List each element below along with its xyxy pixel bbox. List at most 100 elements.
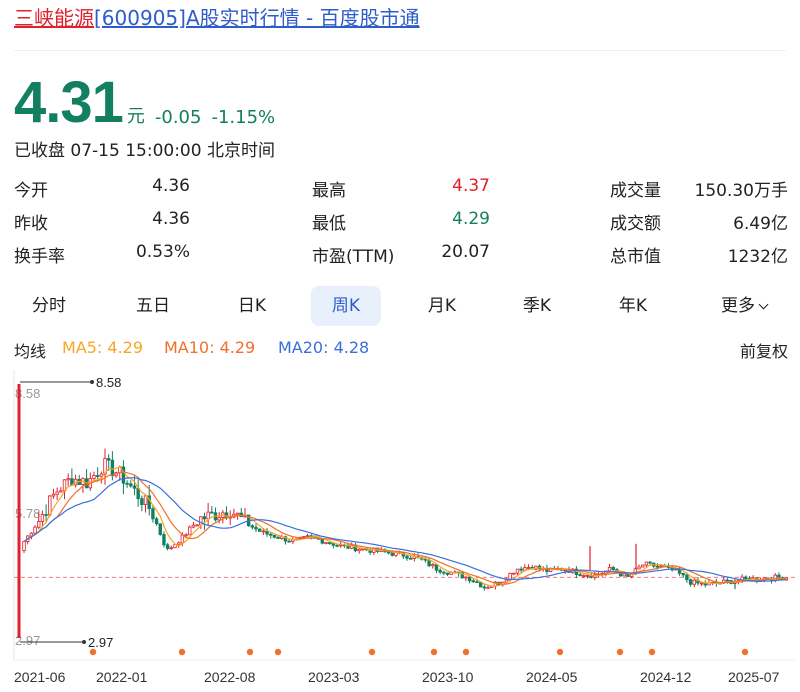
market-status: 已收盘 07-15 15:00:00 北京时间: [14, 141, 275, 161]
candle-body: [129, 483, 133, 487]
candle-body: [637, 566, 641, 570]
x-tick-label: 2023-10: [422, 669, 474, 685]
market-cap-label: 总市值: [610, 247, 661, 267]
tab-quarterly-k[interactable]: 季K: [522, 296, 552, 316]
candle-body: [423, 558, 428, 561]
high-value: 4.37: [452, 176, 490, 196]
candle-body: [261, 530, 266, 533]
event-marker: [246, 648, 254, 656]
tab-more-label: 更多: [721, 296, 755, 316]
event-marker: [616, 648, 624, 656]
candle-body: [107, 458, 111, 461]
spike-candle-body: [17, 384, 21, 638]
tab-weekly-k[interactable]: 周K: [311, 286, 381, 326]
title-rest[interactable]: [600905]A股实时行情 - 百度股市通: [94, 6, 420, 30]
candle-body: [390, 552, 394, 556]
open-value: 4.36: [152, 176, 190, 196]
current-price: 4.31: [14, 70, 124, 135]
event-marker: [89, 648, 97, 656]
candle-body: [515, 568, 520, 574]
adjust-toggle[interactable]: 前复权: [739, 342, 788, 361]
candle-body: [55, 491, 59, 495]
candle-body: [40, 514, 45, 522]
candle-body: [180, 534, 185, 544]
candle-body: [648, 561, 652, 564]
kline-chart[interactable]: 8.58 5.78 2.97 8.58 2.97 2021-06 2022-01 2022-0…: [0, 370, 800, 692]
pe-label: 市盈(TTM): [312, 247, 395, 267]
candle-body: [475, 581, 479, 584]
ma-label[interactable]: 均线: [14, 342, 47, 361]
candle-body: [165, 544, 170, 549]
title-divider: [14, 50, 786, 51]
candle-body: [37, 521, 41, 528]
period-tabs: 分时 五日 日K 周K 月K 季K 年K 更多: [14, 286, 788, 326]
candle-body: [95, 475, 100, 477]
candle-body: [44, 514, 48, 516]
candle-body: [512, 572, 516, 575]
candle-body: [699, 582, 704, 585]
candle-body: [51, 493, 56, 497]
candle-body: [154, 518, 159, 525]
candle-body: [442, 571, 446, 574]
ma10-line: [23, 471, 787, 585]
turnover-amount-label: 成交额: [610, 214, 661, 234]
candle-body: [184, 534, 188, 537]
candle-body: [445, 572, 450, 575]
candle-body: [287, 540, 291, 543]
price-row: 4.31 元 -0.05 -1.15%: [14, 70, 275, 132]
candle-body: [320, 538, 324, 544]
candle-body: [22, 541, 26, 552]
tab-five-day[interactable]: 五日: [136, 296, 170, 316]
x-tick-label: 2022-01: [96, 669, 148, 685]
ma10-value: MA10: 4.29: [164, 338, 256, 357]
candle-body: [460, 572, 464, 579]
tab-intraday[interactable]: 分时: [32, 296, 66, 316]
event-marker: [741, 648, 749, 656]
page-title-link[interactable]: 三峡能源[600905]A股实时行情 - 百度股市通: [14, 4, 420, 32]
min-price-label: 2.97: [88, 635, 113, 650]
candle-body: [431, 564, 435, 567]
tab-monthly-k[interactable]: 月K: [427, 296, 457, 316]
candle-body: [582, 575, 586, 577]
candle-body: [622, 573, 626, 577]
candle-body: [254, 526, 258, 530]
high-label: 最高: [312, 181, 346, 201]
candle-body: [434, 564, 439, 571]
open-label: 今开: [14, 181, 48, 201]
pe-value: 20.07: [441, 242, 490, 262]
candle-body: [427, 559, 431, 567]
candle-body: [103, 458, 107, 475]
candle-body: [151, 508, 155, 520]
candle-body: [305, 535, 310, 538]
candle-body: [202, 516, 207, 520]
ma5-value: MA5: 4.29: [62, 338, 144, 357]
candle-body: [269, 533, 273, 536]
candle-body: [386, 551, 391, 554]
candle-body: [408, 557, 413, 560]
event-marker: [648, 648, 656, 656]
candle-body: [121, 466, 126, 484]
x-tick-label: 2025-07: [728, 669, 780, 685]
tab-yearly-k[interactable]: 年K: [618, 296, 648, 316]
candle-body: [327, 542, 332, 544]
x-tick-label: 2021-06: [14, 669, 66, 685]
volume-value: 150.30万手: [694, 181, 788, 201]
candle-body: [210, 511, 214, 514]
tab-more[interactable]: 更多: [700, 286, 788, 326]
event-marker: [368, 648, 376, 656]
candle-body: [335, 544, 339, 547]
event-marker: [274, 648, 282, 656]
candle-body: [486, 586, 490, 589]
event-marker: [556, 648, 564, 656]
turnover-rate-value: 0.53%: [135, 242, 190, 262]
stock-name[interactable]: 三峡能源: [14, 6, 94, 30]
candle-body: [272, 534, 277, 538]
stats-row-2: 昨收 4.36 最低 4.29 成交额 6.49亿: [14, 205, 788, 238]
tab-daily-k[interactable]: 日K: [237, 296, 267, 316]
candle-body: [206, 511, 210, 520]
x-tick-label: 2023-03: [308, 669, 360, 685]
candle-body: [140, 498, 144, 505]
candle-body: [324, 542, 328, 544]
candle-body: [607, 567, 612, 572]
candle-body: [188, 526, 192, 536]
